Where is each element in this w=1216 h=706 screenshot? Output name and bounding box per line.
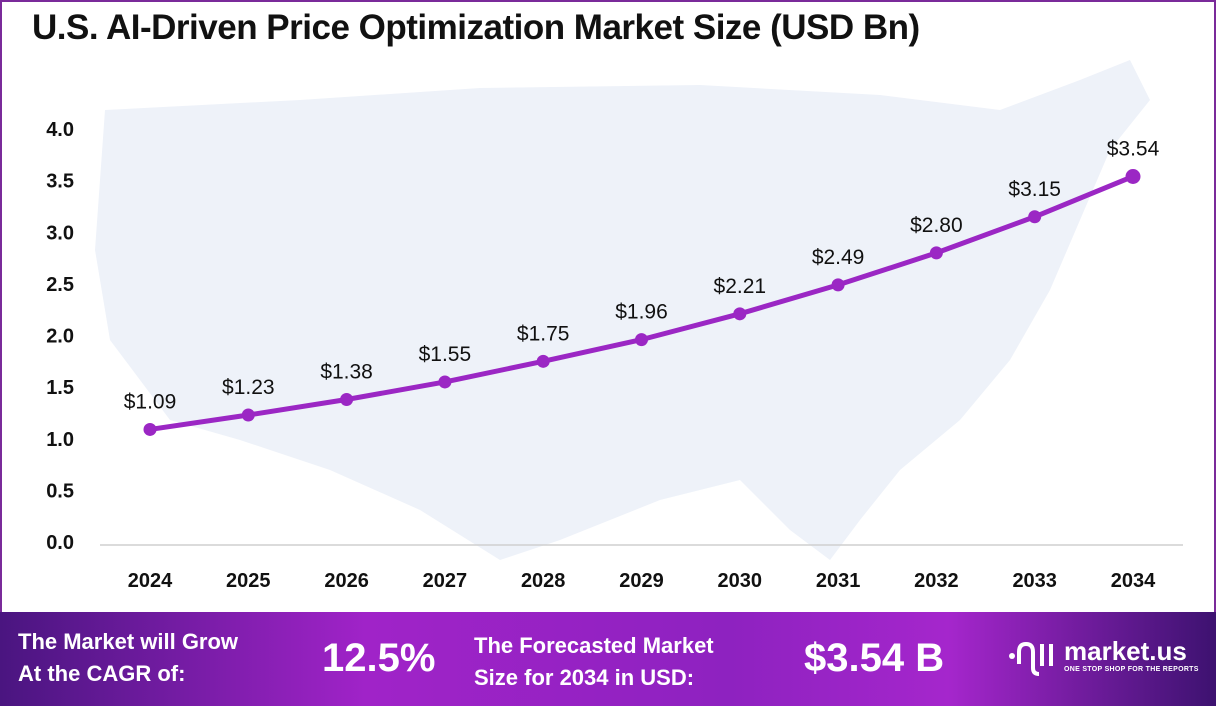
y-tick-label: 1.5 [46,377,74,399]
x-tick-label: 2030 [718,570,763,592]
x-tick-label: 2033 [1012,570,1057,592]
data-point [1125,168,1141,184]
x-tick-label: 2032 [914,570,959,592]
data-label: $2.21 [714,275,767,298]
y-tick-label: 3.5 [46,171,74,193]
x-tick-label: 2034 [1111,570,1156,592]
data-label: $1.96 [615,301,668,324]
brand-name: market.us [1064,636,1187,666]
x-tick-label: 2026 [324,570,369,592]
y-tick-label: 0.5 [46,480,74,502]
data-point [340,393,354,407]
line-chart: 0.0 0.5 1.0 1.5 2.0 2.5 3.0 3.5 4.0 2024 2025 2026… [46,60,1183,592]
brand-tagline: ONE STOP SHOP FOR THE REPORTS [1064,666,1199,673]
data-label: $1.38 [320,361,373,384]
y-tick-label: 2.5 [46,274,74,296]
y-tick-label: 4.0 [46,119,74,141]
x-tick-label: 2027 [423,570,468,592]
x-tick-label: 2028 [521,570,566,592]
us-map-background [95,60,1150,560]
market-us-logo-icon [1009,641,1053,676]
data-label: $3.54 [1107,137,1160,160]
forecast-value: $3.54 B [804,636,945,680]
x-tick-label: 2029 [619,570,664,592]
data-label: $1.23 [222,376,275,399]
data-label: $2.49 [812,246,865,269]
data-point [1028,210,1042,224]
data-point [536,354,550,368]
forecast-label-line2: Size for 2034 in USD: [474,665,695,690]
x-tick-label: 2031 [816,570,861,592]
data-point [143,422,157,436]
data-label: $1.55 [419,343,472,366]
y-tick-label: 3.0 [46,222,74,244]
forecast-label-line1: The Forecasted Market [474,633,714,658]
data-point [929,246,943,260]
x-tick-label: 2024 [128,570,173,592]
data-label: $1.75 [517,322,570,345]
data-point [241,408,255,422]
data-point [831,278,845,292]
y-tick-label: 2.0 [46,326,74,348]
data-point [438,375,452,389]
cagr-label-line1: The Market will Grow [18,629,239,654]
brand-logo: market.us ONE STOP SHOP FOR THE REPORTS [1006,634,1216,684]
cagr-value: 12.5% [322,636,436,680]
data-label: $2.80 [910,214,963,237]
data-point [733,307,747,321]
footer-banner: The Market will Grow At the CAGR of: 12.… [0,612,1216,706]
y-tick-label: 1.0 [46,429,74,451]
y-tick-label: 0.0 [46,532,74,554]
data-label: $3.15 [1008,178,1061,201]
cagr-label-line2: At the CAGR of: [18,661,186,686]
chart-title: U.S. AI-Driven Price Optimization Market… [32,8,920,47]
data-label: $1.09 [124,390,177,413]
data-point [635,333,648,347]
x-tick-label: 2025 [226,570,271,592]
